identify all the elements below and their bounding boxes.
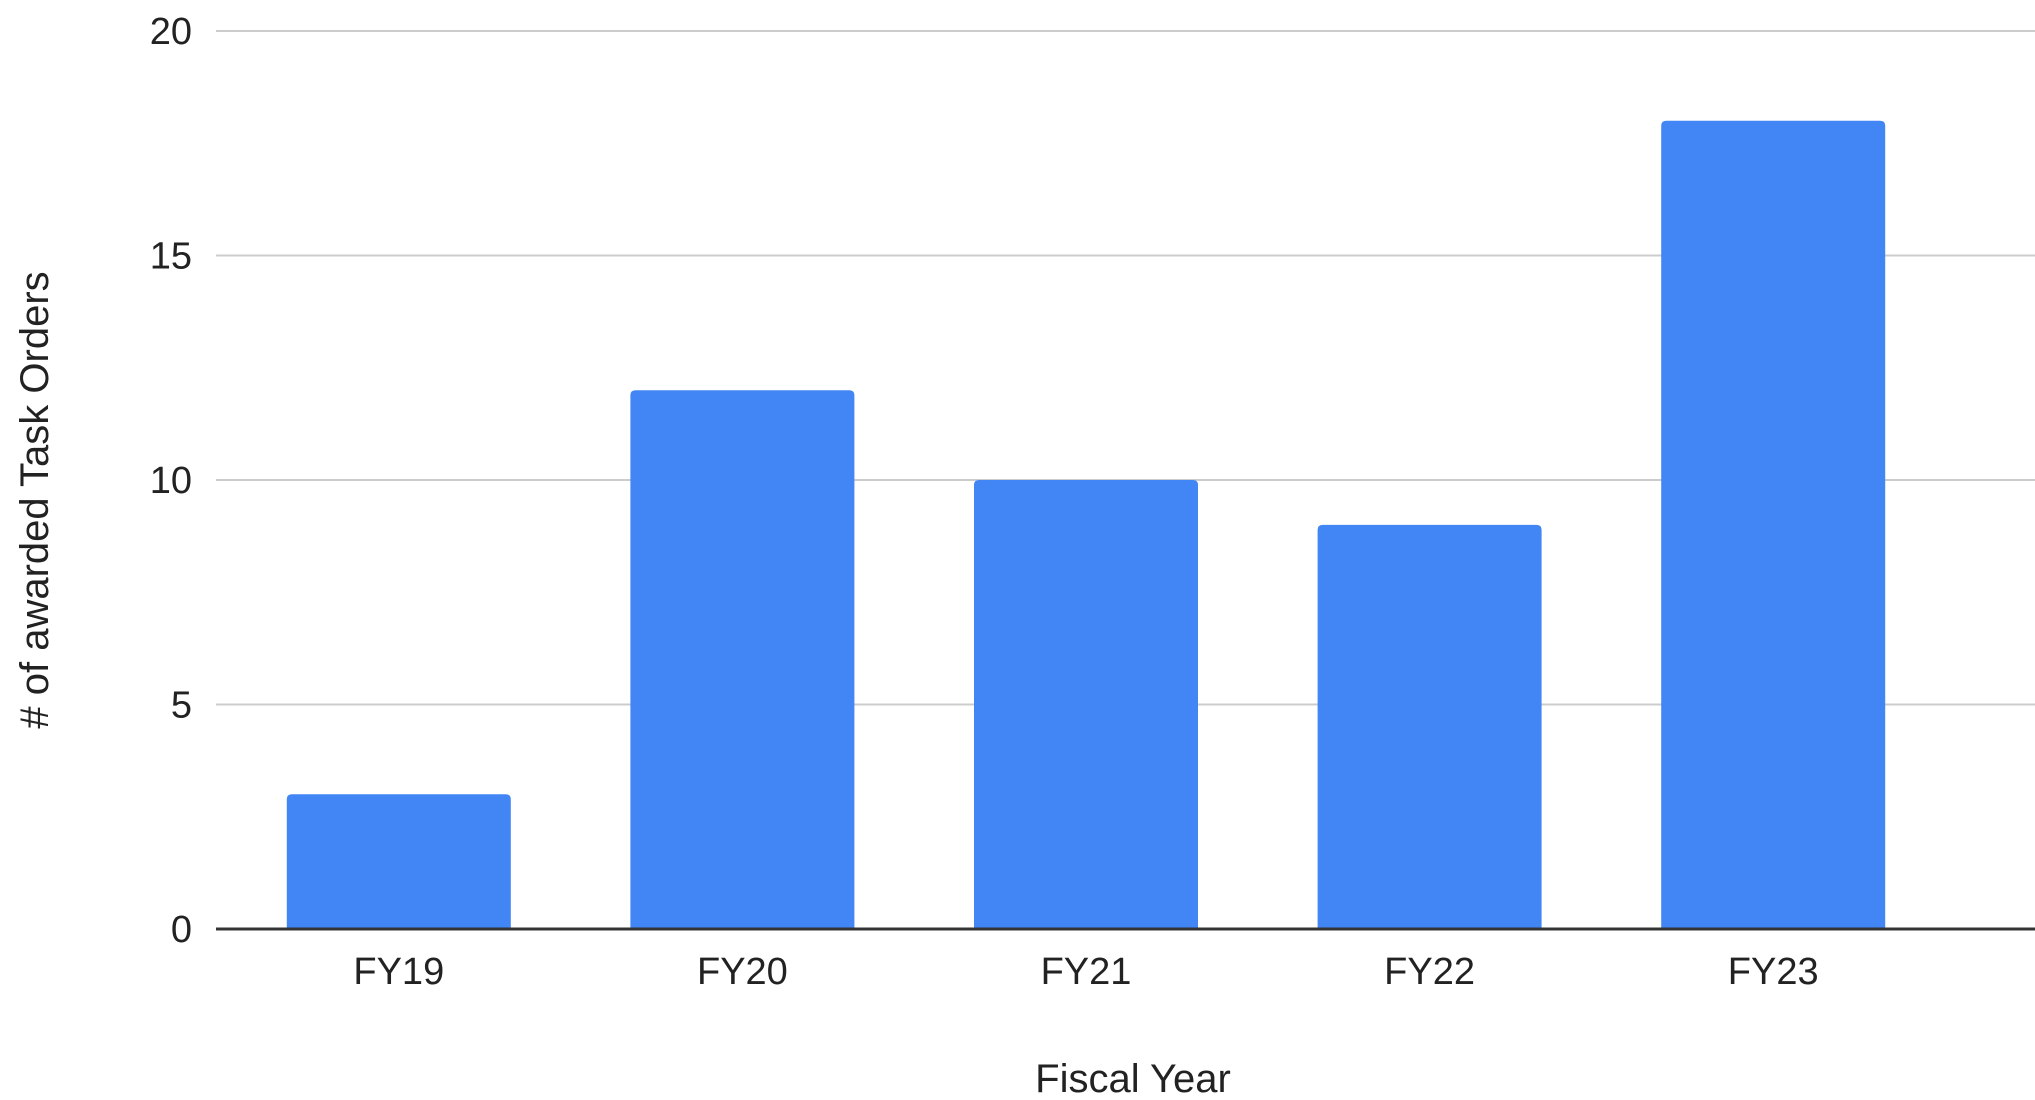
y-tick-label: 0 [171,909,192,951]
y-tick-label: 10 [150,460,192,502]
x-tick-label: FY21 [1041,951,1132,993]
x-tick-label: FY22 [1384,951,1475,993]
bar-fy22 [1317,524,1542,929]
y-axis-tick-labels: 0 5 10 15 20 [150,11,192,951]
bar-fy21 [974,480,1198,929]
x-axis-tick-labels: FY19 FY20 FY21 FY22 FY23 [353,951,1818,993]
x-axis-title: Fiscal Year [1035,1057,1231,1100]
bar-fy20 [630,390,855,929]
x-tick-label: FY23 [1728,951,1819,993]
bar-fy23 [1661,120,1886,930]
y-tick-label: 15 [150,236,192,278]
y-tick-label: 5 [171,685,192,727]
bar-fy19 [286,794,511,929]
x-tick-label: FY20 [697,951,788,993]
y-tick-label: 20 [150,11,192,53]
y-axis-title: # of awarded Task Orders [13,271,57,728]
x-tick-label: FY19 [353,951,444,993]
bars [286,120,1886,930]
